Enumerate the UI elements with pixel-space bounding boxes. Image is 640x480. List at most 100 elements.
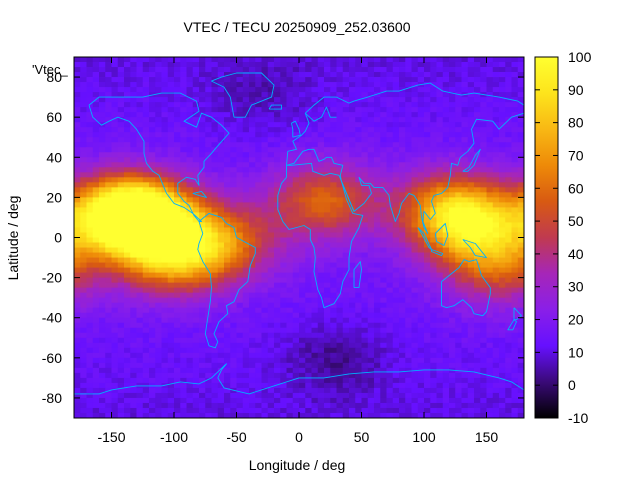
heatmap-cell bbox=[149, 142, 156, 148]
heatmap-cell bbox=[355, 372, 362, 379]
heatmap-cell bbox=[111, 192, 119, 198]
heatmap-cell bbox=[199, 177, 206, 183]
heatmap-cell bbox=[330, 277, 337, 284]
heatmap-cell bbox=[280, 242, 287, 248]
heatmap-cell bbox=[367, 77, 375, 83]
heatmap-cell bbox=[242, 97, 250, 103]
heatmap-cell bbox=[142, 337, 150, 344]
heatmap-cell bbox=[167, 192, 175, 198]
heatmap-cell bbox=[330, 237, 337, 243]
heatmap-cell bbox=[430, 322, 437, 329]
heatmap-cell bbox=[317, 327, 325, 334]
heatmap-cell bbox=[280, 262, 287, 268]
heatmap-cell bbox=[186, 362, 194, 369]
heatmap-cell bbox=[392, 347, 400, 354]
heatmap-cell bbox=[299, 317, 306, 324]
heatmap-cell bbox=[342, 62, 350, 68]
heatmap-cell bbox=[480, 172, 487, 178]
heatmap-cell bbox=[167, 352, 175, 359]
heatmap-cell bbox=[374, 337, 381, 344]
heatmap-cell bbox=[105, 132, 112, 138]
heatmap-cell bbox=[174, 82, 181, 88]
heatmap-cell bbox=[74, 62, 81, 68]
heatmap-cell bbox=[174, 227, 181, 233]
heatmap-cell bbox=[86, 77, 94, 83]
heatmap-cell bbox=[449, 202, 456, 208]
heatmap-cell bbox=[86, 287, 94, 294]
heatmap-cell bbox=[205, 292, 212, 299]
heatmap-cell bbox=[461, 397, 469, 404]
heatmap-cell bbox=[480, 292, 487, 299]
heatmap-cell bbox=[292, 247, 300, 253]
heatmap-cell bbox=[399, 342, 406, 349]
heatmap-cell bbox=[142, 152, 150, 158]
heatmap-cell bbox=[111, 172, 119, 178]
heatmap-cell bbox=[474, 142, 481, 148]
heatmap-cell bbox=[424, 77, 431, 83]
heatmap-cell bbox=[161, 212, 169, 218]
heatmap-cell bbox=[449, 107, 456, 113]
heatmap-cell bbox=[286, 182, 294, 188]
heatmap-cell bbox=[511, 172, 519, 178]
heatmap-cell bbox=[205, 152, 212, 158]
heatmap-cell bbox=[174, 242, 181, 248]
heatmap-cell bbox=[449, 132, 456, 138]
heatmap-cell bbox=[411, 72, 419, 78]
heatmap-cell bbox=[117, 97, 125, 103]
heatmap-cell bbox=[374, 302, 381, 309]
heatmap-cell bbox=[336, 287, 344, 294]
heatmap-cell bbox=[224, 372, 231, 379]
heatmap-cell bbox=[511, 207, 519, 213]
heatmap-cell bbox=[236, 187, 244, 193]
heatmap-cell bbox=[99, 232, 106, 238]
heatmap-cell bbox=[342, 102, 350, 108]
heatmap-cell bbox=[311, 192, 319, 198]
heatmap-cell bbox=[386, 347, 394, 354]
heatmap-cell bbox=[449, 157, 456, 163]
heatmap-cell bbox=[249, 307, 256, 314]
heatmap-cell bbox=[149, 287, 156, 294]
heatmap-cell bbox=[267, 62, 275, 68]
heatmap-cell bbox=[417, 102, 425, 108]
heatmap-cell bbox=[92, 187, 100, 193]
heatmap-cell bbox=[199, 297, 206, 304]
heatmap-cell bbox=[474, 212, 481, 218]
heatmap-cell bbox=[274, 107, 281, 113]
heatmap-cell bbox=[86, 197, 94, 203]
heatmap-cell bbox=[361, 87, 369, 93]
heatmap-cell bbox=[467, 82, 475, 88]
heatmap-cell bbox=[161, 152, 169, 158]
heatmap-cell bbox=[355, 192, 362, 198]
heatmap-cell bbox=[261, 132, 269, 138]
heatmap-cell bbox=[155, 247, 162, 253]
heatmap-cell bbox=[430, 282, 437, 289]
heatmap-cell bbox=[342, 152, 350, 158]
heatmap-cell bbox=[242, 72, 250, 78]
heatmap-cell bbox=[499, 172, 506, 178]
heatmap-cell bbox=[305, 207, 312, 213]
heatmap-cell bbox=[517, 57, 525, 63]
heatmap-cell bbox=[367, 217, 375, 223]
heatmap-cell bbox=[274, 197, 281, 203]
heatmap-cell bbox=[505, 97, 512, 103]
heatmap-cell bbox=[386, 62, 394, 68]
heatmap-cell bbox=[205, 327, 212, 334]
heatmap-cell bbox=[205, 187, 212, 193]
heatmap-cell bbox=[311, 397, 319, 404]
heatmap-cell bbox=[492, 292, 500, 299]
heatmap-cell bbox=[305, 157, 312, 163]
heatmap-cell bbox=[105, 242, 112, 248]
heatmap-cell bbox=[105, 117, 112, 123]
heatmap-cell bbox=[361, 247, 369, 253]
heatmap-cell bbox=[386, 297, 394, 304]
heatmap-cell bbox=[255, 317, 262, 324]
heatmap-cell bbox=[167, 272, 175, 279]
heatmap-cell bbox=[405, 397, 412, 404]
heatmap-cell bbox=[192, 377, 200, 384]
heatmap-cell bbox=[249, 397, 256, 404]
heatmap-cell bbox=[205, 222, 212, 228]
heatmap-cell bbox=[117, 377, 125, 384]
heatmap-cell bbox=[411, 387, 419, 394]
heatmap-cell bbox=[217, 382, 225, 389]
heatmap-cell bbox=[155, 87, 162, 93]
